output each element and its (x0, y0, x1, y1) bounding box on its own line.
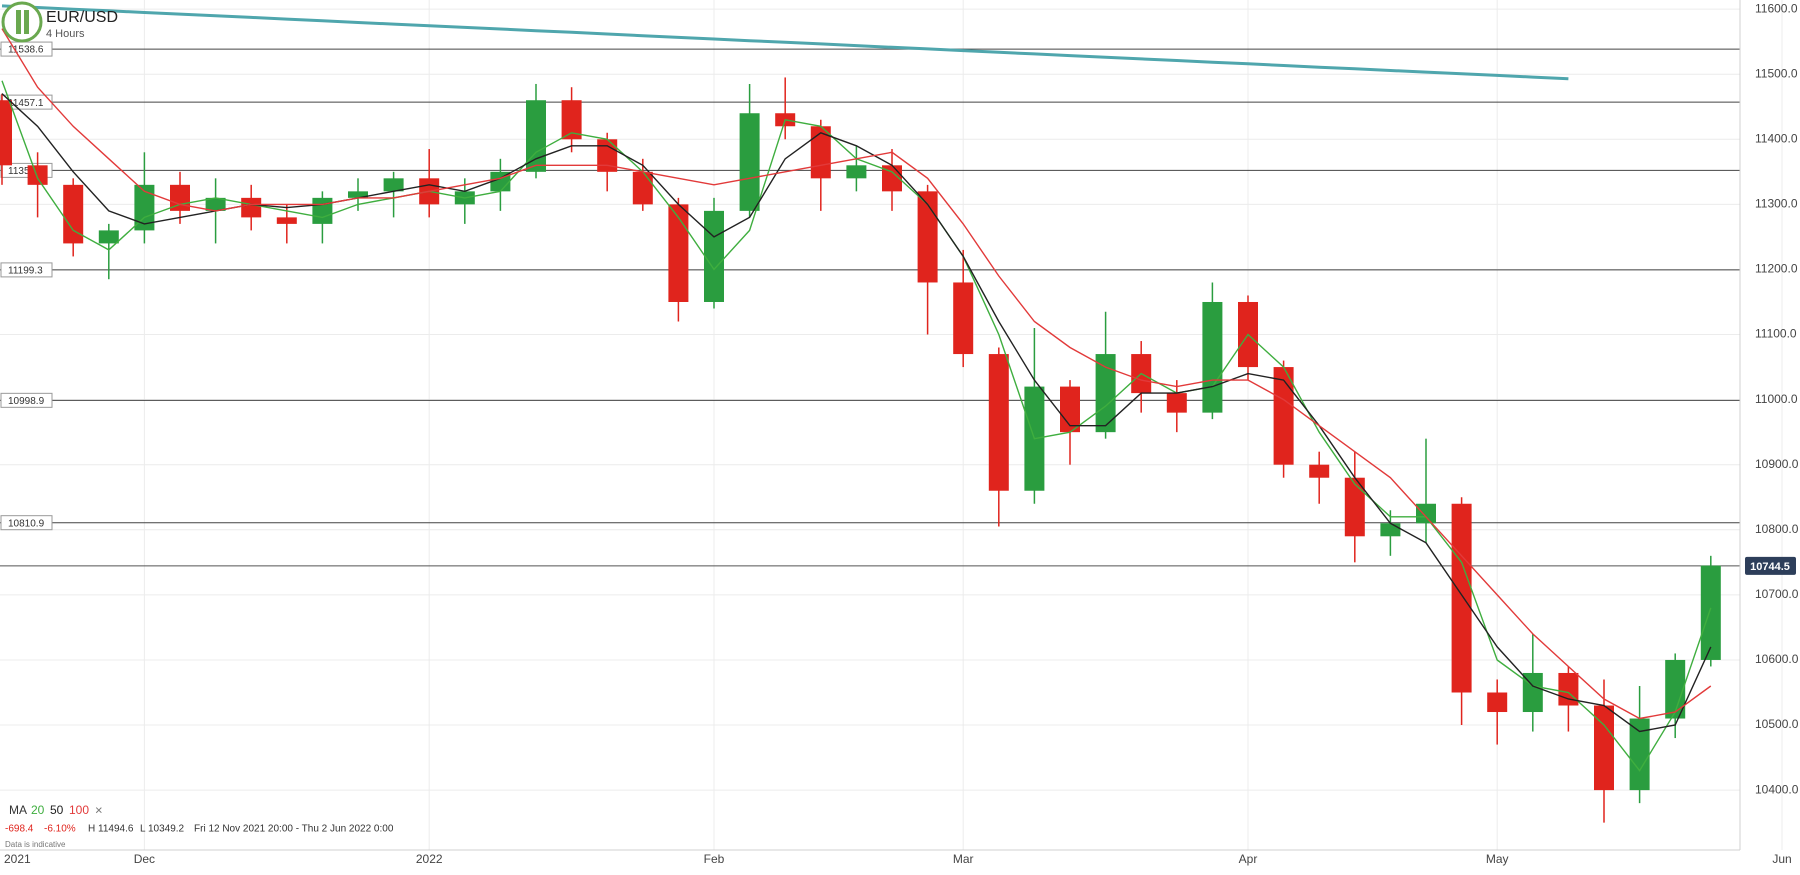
x-tick-label: Jun (1772, 852, 1791, 866)
y-tick-label: 11600.0 (1755, 1, 1798, 15)
candle-body (1665, 659, 1686, 719)
candle-body (241, 197, 262, 218)
y-tick-label: 10400.0 (1755, 782, 1799, 796)
candle-body (1060, 386, 1080, 433)
candle-body (846, 165, 867, 179)
logo (1, 1, 43, 43)
candle-body (917, 191, 938, 283)
candle-body (953, 282, 974, 355)
candle-body (98, 230, 119, 244)
candle-body (1416, 503, 1436, 524)
candle-body (1202, 301, 1223, 413)
candle-body (1451, 503, 1472, 693)
candle-body (561, 100, 582, 140)
candle-body (597, 139, 618, 172)
candle-body (1095, 354, 1116, 433)
level-label: 11538.6 (8, 45, 44, 56)
candle-body (27, 165, 48, 185)
level-label-box (0, 262, 53, 278)
candle-body (1594, 705, 1614, 791)
x-tick-label: 2022 (416, 852, 443, 866)
timeframe: 4 Hours (46, 28, 85, 40)
y-tick-label: 11100.0 (1755, 327, 1797, 341)
close-button[interactable]: × (95, 802, 103, 817)
candle-body (1309, 464, 1330, 478)
candle-body (1700, 565, 1721, 660)
symbol: EUR/USD (46, 9, 118, 26)
note: Data is indicative (5, 840, 66, 849)
candle-body (1629, 718, 1650, 791)
legend-entry[interactable]: 100 (69, 803, 89, 817)
moving-average (1, 28, 1712, 720)
y-tick-label: 11300.0 (1755, 197, 1798, 211)
low: L 10349.2 (140, 824, 185, 835)
candle-body (383, 178, 404, 192)
last-price-box (1745, 556, 1796, 575)
candle-body (988, 354, 1009, 491)
y-tick-label: 11500.0 (1755, 66, 1798, 80)
legend-entry[interactable]: 20 (31, 803, 45, 817)
level-label-box (0, 392, 53, 408)
change: -698.4 (5, 824, 34, 835)
candle-body (0, 100, 12, 166)
date-range: Fri 12 Nov 2021 20:00 - Thu 2 Jun 2022 0… (194, 824, 394, 835)
level-label: 11199.3 (8, 266, 43, 277)
candle-body (205, 197, 226, 211)
level-label: 10810.9 (8, 518, 45, 529)
candle-body (348, 191, 368, 198)
x-tick-label: 2021 (4, 852, 31, 866)
level-label: 11457.1 (8, 98, 44, 109)
candle-body (170, 184, 190, 211)
candle-body (632, 171, 653, 205)
y-tick-label: 11000.0 (1755, 392, 1798, 406)
last-price-label: 10744.5 (1750, 561, 1790, 573)
grid-layer (0, 0, 1783, 850)
x-tick-label: May (1486, 852, 1509, 866)
y-tick-label: 10600.0 (1755, 652, 1799, 666)
levels-layer: 11538.6 11457.1 11352.2 11199.3 10998.9 10810… (0, 41, 1740, 567)
candle-body (312, 197, 333, 224)
candle-body (1380, 523, 1401, 537)
high: H 11494.6 (88, 824, 134, 835)
y-tick-label: 10500.0 (1755, 717, 1799, 731)
x-tick-label: Feb (704, 852, 725, 866)
candle-body (1487, 692, 1508, 713)
candle-body (810, 126, 831, 179)
candle-body (134, 184, 155, 231)
x-tick-label: Mar (953, 852, 974, 866)
candle-body (1344, 477, 1365, 537)
y-tick-label: 11200.0 (1755, 262, 1798, 276)
x-tick-label: Apr (1239, 852, 1258, 866)
y-tick-label: 10700.0 (1755, 587, 1799, 601)
logo-ring (1, 1, 43, 43)
level-label: 11352.2 (8, 166, 44, 177)
trendline (1, 4, 1569, 81)
y-tick-label: 10900.0 (1755, 457, 1799, 471)
candle-body (526, 100, 546, 172)
legend-entry[interactable]: 50 (50, 803, 64, 817)
level-label-box (0, 515, 53, 531)
level-label: 10998.9 (8, 396, 45, 407)
candle-body (63, 184, 84, 244)
candle-body (1273, 367, 1294, 465)
candle-body (739, 113, 760, 211)
logo-bar (16, 10, 21, 34)
candle-body (704, 210, 724, 302)
candle-body (1166, 393, 1187, 413)
x-tick-label: Dec (134, 852, 155, 866)
ma-label: MA (9, 803, 27, 817)
y-tick-label: 11400.0 (1755, 131, 1798, 145)
y-tick-label: 10800.0 (1755, 522, 1799, 536)
marks-layer (0, 4, 1721, 823)
candle-body (668, 204, 689, 302)
moving-average (1, 93, 1712, 733)
logo-bar (24, 10, 29, 34)
level-label-box (0, 41, 53, 57)
candle-body (276, 217, 297, 224)
change-pct: -6.10% (44, 824, 76, 835)
footer: MA 20 50 100 × -698.4 -6.10% H 11494.6 L… (5, 802, 394, 849)
